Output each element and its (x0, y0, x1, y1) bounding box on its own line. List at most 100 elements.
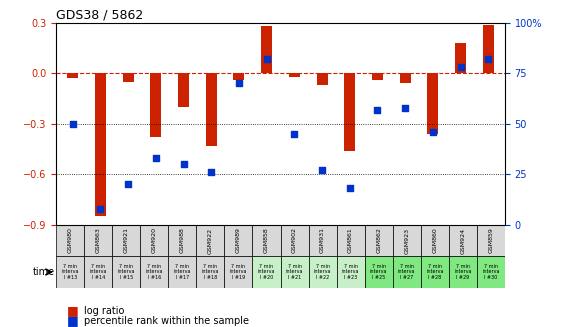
Text: GSM980: GSM980 (68, 228, 72, 253)
Text: GDS38 / 5862: GDS38 / 5862 (56, 9, 144, 22)
Point (456, 65, 465, 70)
Text: ■: ■ (67, 304, 79, 317)
Text: GSM920: GSM920 (152, 228, 157, 253)
Text: 7 min
interva
l #25: 7 min interva l #25 (370, 264, 388, 280)
Bar (206, 73, 217, 146)
FancyBboxPatch shape (224, 256, 252, 288)
Text: GSM860: GSM860 (433, 228, 437, 253)
Text: GSM988: GSM988 (180, 228, 185, 253)
Bar (482, 25, 494, 73)
Text: 7 min
interva
l #13: 7 min interva l #13 (61, 264, 79, 280)
FancyBboxPatch shape (477, 256, 505, 288)
Text: GSM921: GSM921 (124, 228, 128, 253)
Point (318, 168, 327, 173)
Text: 7 min
interva
l #14: 7 min interva l #14 (89, 264, 107, 280)
Bar (261, 26, 272, 73)
FancyBboxPatch shape (196, 225, 224, 256)
FancyBboxPatch shape (477, 225, 505, 256)
FancyBboxPatch shape (140, 256, 168, 288)
FancyBboxPatch shape (393, 225, 421, 256)
Text: 7 min
interva
l #29: 7 min interva l #29 (454, 264, 472, 280)
FancyBboxPatch shape (140, 225, 168, 256)
Point (234, 81, 243, 86)
Bar (178, 73, 189, 107)
FancyBboxPatch shape (365, 225, 393, 256)
Bar (150, 73, 162, 137)
FancyBboxPatch shape (365, 256, 393, 288)
Text: 7 min
interva
l #21: 7 min interva l #21 (286, 264, 304, 280)
Text: GSM858: GSM858 (264, 228, 269, 253)
Text: GSM862: GSM862 (376, 228, 381, 253)
Point (290, 131, 299, 136)
Text: percentile rank within the sample: percentile rank within the sample (84, 316, 249, 326)
FancyBboxPatch shape (112, 256, 140, 288)
Point (429, 129, 438, 134)
FancyBboxPatch shape (196, 256, 224, 288)
Text: GSM931: GSM931 (320, 228, 325, 253)
FancyBboxPatch shape (337, 225, 365, 256)
Bar (289, 73, 300, 77)
Bar (123, 73, 134, 82)
Bar (316, 73, 328, 85)
Bar (344, 73, 355, 151)
Text: GSM902: GSM902 (292, 228, 297, 253)
FancyBboxPatch shape (84, 256, 112, 288)
Point (151, 155, 160, 161)
Point (401, 105, 410, 110)
Text: GSM989: GSM989 (236, 228, 241, 253)
Bar (427, 73, 438, 134)
Text: GSM924: GSM924 (461, 227, 465, 253)
Text: 7 min
interva
l #30: 7 min interva l #30 (482, 264, 500, 280)
Text: 7 min
interva
l #19: 7 min interva l #19 (229, 264, 247, 280)
FancyBboxPatch shape (56, 256, 84, 288)
Point (68, 121, 77, 127)
FancyBboxPatch shape (252, 256, 280, 288)
Text: GSM859: GSM859 (489, 228, 493, 253)
FancyBboxPatch shape (56, 225, 84, 256)
Bar (455, 43, 466, 73)
FancyBboxPatch shape (280, 256, 309, 288)
FancyBboxPatch shape (112, 225, 140, 256)
Point (123, 182, 132, 187)
Text: 7 min
interva
l #17: 7 min interva l #17 (173, 264, 191, 280)
Bar (67, 73, 79, 78)
Text: GSM863: GSM863 (96, 228, 100, 253)
Bar (372, 73, 383, 80)
Text: 7 min
interva
l #18: 7 min interva l #18 (201, 264, 219, 280)
Text: 7 min
interva
l #28: 7 min interva l #28 (426, 264, 444, 280)
FancyBboxPatch shape (393, 256, 421, 288)
Text: 7 min
interva
l #15: 7 min interva l #15 (117, 264, 135, 280)
Text: 7 min
interva
l #22: 7 min interva l #22 (314, 264, 332, 280)
FancyBboxPatch shape (309, 225, 337, 256)
Point (207, 170, 216, 175)
FancyBboxPatch shape (84, 225, 112, 256)
Bar (399, 73, 411, 83)
Text: GSM923: GSM923 (404, 227, 409, 253)
Bar (233, 73, 245, 80)
FancyBboxPatch shape (337, 256, 365, 288)
Point (345, 186, 354, 191)
Text: time: time (33, 267, 54, 277)
FancyBboxPatch shape (421, 225, 449, 256)
Point (373, 107, 382, 112)
Text: GSM922: GSM922 (208, 227, 213, 253)
FancyBboxPatch shape (168, 256, 196, 288)
FancyBboxPatch shape (168, 225, 196, 256)
Text: GSM861: GSM861 (348, 228, 353, 253)
FancyBboxPatch shape (449, 225, 477, 256)
Text: log ratio: log ratio (84, 306, 125, 316)
Text: 7 min
interva
l #23: 7 min interva l #23 (342, 264, 360, 280)
Text: 7 min
interva
l #16: 7 min interva l #16 (145, 264, 163, 280)
FancyBboxPatch shape (280, 225, 309, 256)
FancyBboxPatch shape (224, 225, 252, 256)
FancyBboxPatch shape (252, 225, 280, 256)
Point (179, 162, 188, 167)
Text: ■: ■ (67, 314, 79, 327)
Text: 7 min
interva
l #20: 7 min interva l #20 (257, 264, 275, 280)
FancyBboxPatch shape (449, 256, 477, 288)
Point (96, 206, 105, 211)
Text: 7 min
interva
l #27: 7 min interva l #27 (398, 264, 416, 280)
Point (262, 57, 271, 62)
FancyBboxPatch shape (309, 256, 337, 288)
FancyBboxPatch shape (421, 256, 449, 288)
